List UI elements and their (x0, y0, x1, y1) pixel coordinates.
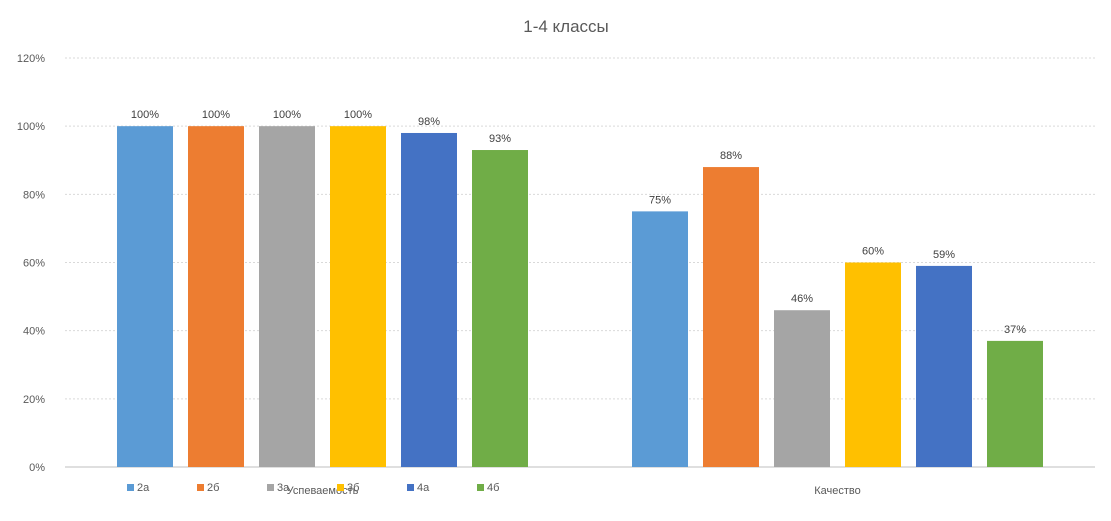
legend-label: 2а (137, 482, 150, 494)
bar-4б-1 (472, 150, 528, 467)
legend-label: 3а (277, 482, 290, 494)
y-tick-label: 80% (23, 189, 45, 201)
legend-item: 4б (477, 482, 499, 494)
y-tick-label: 0% (29, 462, 45, 474)
legend-item: 4а (407, 482, 430, 494)
bar-3б-2 (845, 262, 901, 467)
legend-swatch (337, 484, 344, 491)
legend-label: 4а (417, 482, 430, 494)
bar-2б-1 (188, 126, 244, 468)
legend-swatch (267, 484, 274, 491)
legend-swatch (407, 484, 414, 491)
legend-item: 2б (197, 482, 219, 494)
data-label: 60% (862, 246, 884, 258)
bar-4а-1 (401, 132, 457, 467)
legend-label: 3б (347, 482, 359, 494)
bar-4а-2 (916, 265, 972, 467)
y-tick-label: 20% (23, 394, 45, 406)
data-label: 37% (1004, 324, 1026, 336)
bar-3а-1 (259, 126, 315, 468)
data-label: 98% (418, 116, 440, 128)
legend-swatch (127, 484, 134, 491)
x-category-label: Качество (814, 485, 861, 497)
data-label: 88% (720, 150, 742, 162)
legend-item: 3б (337, 482, 359, 494)
data-label: 100% (202, 109, 230, 121)
bars (117, 126, 1043, 468)
data-label: 59% (933, 249, 955, 261)
y-tick-label: 60% (23, 258, 45, 270)
data-label: 75% (649, 194, 671, 206)
bar-3б-1 (330, 126, 386, 468)
y-tick-label: 120% (17, 53, 45, 65)
y-tick-label: 40% (23, 326, 45, 338)
data-label: 100% (131, 109, 159, 121)
bar-2б-2 (703, 167, 759, 468)
data-label: 100% (273, 109, 301, 121)
x-axis: Успеваемость Качество (287, 485, 861, 497)
legend: 2а 2б 3а 3б 4а 4б (127, 482, 499, 494)
data-label: 93% (489, 133, 511, 145)
data-label: 100% (344, 109, 372, 121)
data-label: 46% (791, 293, 813, 305)
legend-item: 2а (127, 482, 150, 494)
bar-2а-2 (632, 211, 688, 467)
legend-swatch (477, 484, 484, 491)
bar-4б-2 (987, 340, 1043, 467)
legend-label: 2б (207, 482, 219, 494)
y-tick-label: 100% (17, 121, 45, 133)
legend-swatch (197, 484, 204, 491)
legend-item: 3а (267, 482, 290, 494)
legend-label: 4б (487, 482, 499, 494)
bar-3а-2 (774, 310, 830, 467)
chart-title: 1-4 классы (523, 17, 609, 36)
bar-2а-1 (117, 126, 173, 468)
data-labels: 100% 100% 100% 100% 98% 93% 75% 88% 46% 60% 59% 37% (131, 109, 1026, 336)
